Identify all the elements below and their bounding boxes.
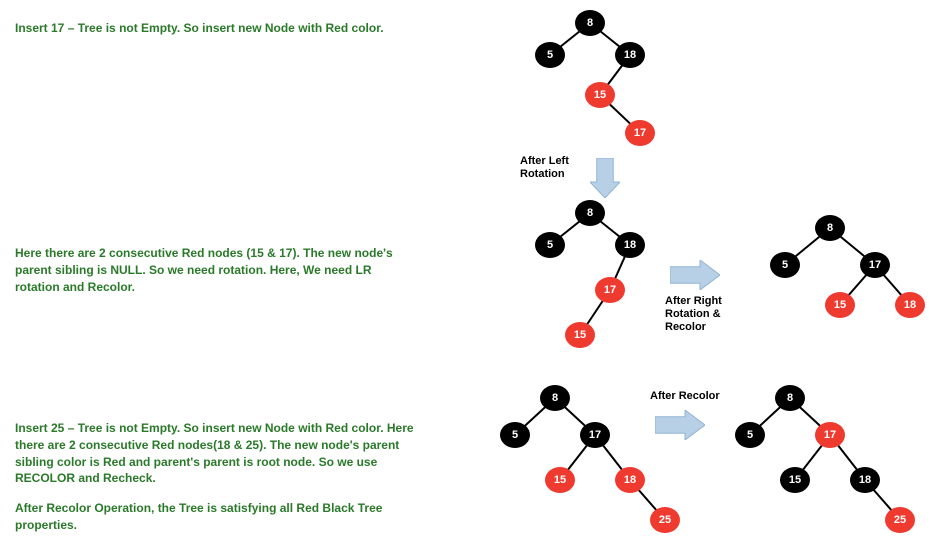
instruction-recolor-result: After Recolor Operation, the Tree is sat… xyxy=(15,500,435,534)
svg-text:15: 15 xyxy=(574,329,586,341)
tree-step-1: 8 5 18 15 17 xyxy=(500,5,700,155)
arrow-left-rotation xyxy=(590,158,620,198)
svg-text:18: 18 xyxy=(904,299,916,311)
svg-text:15: 15 xyxy=(834,299,846,311)
svg-text:5: 5 xyxy=(512,429,518,441)
svg-text:25: 25 xyxy=(894,514,906,526)
svg-text:5: 5 xyxy=(547,49,553,61)
instruction-insert-25: Insert 25 – Tree is not Empty. So insert… xyxy=(15,420,435,487)
svg-text:17: 17 xyxy=(604,284,616,296)
svg-text:8: 8 xyxy=(552,392,558,404)
svg-text:15: 15 xyxy=(789,474,801,486)
svg-text:17: 17 xyxy=(589,429,601,441)
tree-step-4: 8 5 17 15 18 25 xyxy=(465,380,695,540)
svg-text:18: 18 xyxy=(624,239,636,251)
svg-text:8: 8 xyxy=(587,207,593,219)
arrow-label: After Recolor xyxy=(650,390,720,403)
svg-text:5: 5 xyxy=(547,239,553,251)
svg-text:15: 15 xyxy=(554,474,566,486)
svg-text:25: 25 xyxy=(659,514,671,526)
svg-text:18: 18 xyxy=(624,49,636,61)
arrow-recolor xyxy=(655,410,705,440)
svg-text:17: 17 xyxy=(824,429,836,441)
svg-text:8: 8 xyxy=(787,392,793,404)
svg-text:5: 5 xyxy=(782,259,788,271)
svg-text:18: 18 xyxy=(859,474,871,486)
arrow-label: After Right Rotation & Recolor xyxy=(665,295,722,335)
svg-text:17: 17 xyxy=(634,127,646,139)
svg-text:8: 8 xyxy=(587,17,593,29)
tree-step-5: 8 5 17 15 18 25 xyxy=(700,380,930,540)
svg-text:17: 17 xyxy=(869,259,881,271)
svg-text:5: 5 xyxy=(747,429,753,441)
svg-text:15: 15 xyxy=(594,89,606,101)
svg-text:18: 18 xyxy=(624,474,636,486)
instruction-insert-17: Insert 17 – Tree is not Empty. So insert… xyxy=(15,20,415,37)
svg-text:8: 8 xyxy=(827,222,833,234)
tree-step-3: 8 5 17 15 18 xyxy=(735,210,935,330)
instruction-lr-rotation: Here there are 2 consecutive Red nodes (… xyxy=(15,245,415,295)
arrow-right-rotation xyxy=(670,260,720,290)
arrow-label: After Left Rotation xyxy=(520,155,569,181)
